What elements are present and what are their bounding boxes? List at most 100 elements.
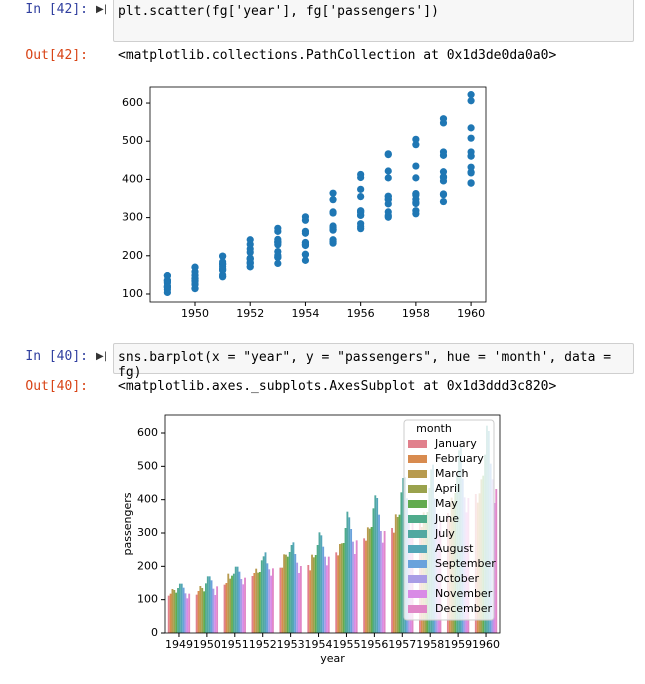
- y-tick-label: 100: [122, 287, 143, 300]
- point: [219, 265, 227, 273]
- point: [301, 229, 310, 237]
- bar: [378, 514, 380, 633]
- x-tick-label: 1952: [249, 638, 277, 651]
- point: [219, 252, 227, 260]
- point: [467, 152, 475, 160]
- legend-label: June: [434, 512, 459, 525]
- output-text: <matplotlib.collections.PathCollection a…: [118, 48, 557, 63]
- point: [219, 272, 227, 281]
- legend-swatch: [408, 605, 427, 613]
- point: [384, 167, 392, 175]
- bar: [180, 583, 183, 633]
- point: [246, 262, 254, 271]
- point: [274, 224, 282, 232]
- point: [301, 256, 310, 264]
- legend-label: August: [435, 542, 474, 555]
- x-tick-label: 1951: [221, 638, 249, 651]
- bar: [173, 590, 176, 633]
- x-axis-label: year: [320, 652, 345, 665]
- point: [412, 174, 420, 182]
- legend-label: March: [435, 467, 469, 480]
- legend-label: November: [435, 587, 493, 600]
- bar: [266, 563, 269, 633]
- bar: [229, 578, 232, 633]
- x-tick-label: 1952: [236, 307, 264, 320]
- bar: [281, 567, 284, 633]
- bar: [232, 573, 235, 633]
- y-tick-label: 400: [122, 172, 143, 185]
- bar: [352, 541, 354, 633]
- point: [191, 275, 199, 283]
- point: [329, 196, 337, 204]
- run-icon[interactable]: ▶|: [96, 4, 108, 15]
- bar: [240, 579, 243, 633]
- output-prompt: Out[42]:: [25, 48, 88, 63]
- point: [301, 251, 310, 259]
- bar: [201, 588, 204, 633]
- code-cell[interactable]: plt.scatter(fg['year'], fg['passengers']…: [113, 0, 634, 42]
- bar: [206, 576, 209, 633]
- bar: [363, 538, 366, 633]
- bar: [242, 584, 245, 633]
- point: [163, 276, 171, 284]
- bar: [495, 489, 498, 633]
- x-tick-label: 1956: [347, 307, 375, 320]
- code-cell[interactable]: sns.barplot(x = "year", y = "passengers"…: [113, 343, 634, 380]
- bar: [337, 555, 340, 633]
- legend-title: month: [416, 422, 452, 435]
- bar: [236, 566, 239, 633]
- x-tick-label: 1957: [388, 638, 416, 651]
- legend-swatch: [408, 560, 427, 568]
- legend-swatch: [408, 515, 427, 523]
- point: [357, 193, 365, 201]
- point: [329, 189, 337, 197]
- bar: [314, 555, 317, 633]
- point: [412, 199, 420, 208]
- bar: [348, 517, 351, 633]
- point: [246, 254, 254, 262]
- point: [412, 141, 420, 149]
- point: [357, 225, 365, 233]
- bar: [392, 532, 395, 633]
- bar: [182, 587, 185, 633]
- point: [467, 124, 475, 132]
- bar: [262, 556, 265, 633]
- bar: [175, 592, 178, 633]
- bar: [383, 531, 386, 633]
- bar: [366, 527, 369, 633]
- bar: [184, 593, 187, 633]
- point: [439, 151, 448, 159]
- bar: [324, 556, 326, 633]
- bar: [325, 565, 328, 633]
- bar: [264, 552, 267, 633]
- bar: [216, 586, 219, 633]
- bar: [294, 554, 297, 633]
- point: [439, 168, 448, 176]
- bar: [203, 591, 206, 633]
- point: [412, 162, 420, 170]
- x-tick-label: 1956: [360, 638, 388, 651]
- bar: [376, 498, 379, 633]
- legend-swatch: [408, 440, 427, 448]
- bar: [290, 545, 293, 633]
- bar: [195, 594, 198, 633]
- bar: [260, 560, 263, 633]
- bar: [225, 583, 228, 633]
- x-tick-label: 1958: [402, 307, 430, 320]
- bar: [296, 562, 299, 633]
- bar: [322, 546, 325, 633]
- point: [467, 134, 475, 142]
- bar: [398, 514, 401, 633]
- bar: [169, 593, 172, 633]
- legend-label: February: [435, 452, 484, 465]
- x-tick-label: 1958: [416, 638, 444, 651]
- bar: [199, 586, 202, 633]
- run-icon[interactable]: ▶|: [96, 351, 108, 362]
- point: [274, 251, 282, 260]
- point: [191, 268, 199, 276]
- y-tick-label: 500: [137, 459, 158, 472]
- bar: [355, 540, 358, 633]
- y-tick-label: 300: [137, 526, 158, 539]
- point: [439, 190, 448, 198]
